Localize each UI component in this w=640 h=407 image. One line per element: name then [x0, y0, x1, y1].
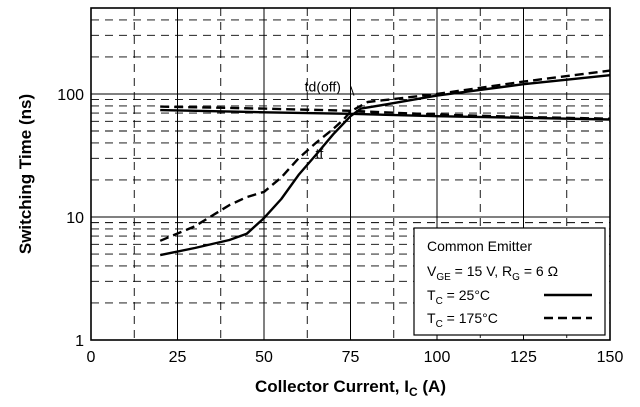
- x-tick-label: 125: [510, 349, 537, 366]
- legend-conditions: VGE = 15 V, RG = 6 Ω: [427, 263, 558, 283]
- x-axis-title: Collector Current, IC (A): [255, 377, 446, 399]
- y-tick-label: 10: [66, 210, 84, 227]
- plot-frame: [90, 7, 611, 341]
- x-tick-label: 100: [424, 349, 451, 366]
- annotation-leader: [350, 86, 355, 96]
- x-tick-label: 75: [342, 349, 360, 366]
- annotation-tdoff: td(off): [305, 78, 341, 94]
- y-axis-title: Switching Time (ns): [16, 94, 35, 254]
- annotation-tf: tf: [315, 145, 323, 161]
- series-group: [159, 69, 611, 257]
- legend-entries: TC = 25°C TC = 175°C: [427, 287, 592, 330]
- legend: Common Emitter VGE = 15 V, RG = 6 Ω TC =…: [413, 227, 606, 336]
- y-tick-label: 1: [75, 333, 84, 350]
- x-tick-label: 0: [87, 349, 96, 366]
- series-line-tf-25C: [159, 74, 611, 257]
- x-tick-label: 25: [169, 349, 187, 366]
- x-tick-label: 150: [597, 349, 624, 366]
- y-tick-label: 100: [57, 87, 84, 104]
- legend-title: Common Emitter: [427, 238, 532, 254]
- legend-entry-label: TC = 175°C: [427, 310, 498, 330]
- x-tick-label: 50: [255, 349, 273, 366]
- annotations: td(off) tf: [305, 78, 355, 161]
- legend-entry-label: TC = 25°C: [427, 287, 490, 307]
- grid: [91, 8, 610, 340]
- series-line-tf-175C: [159, 69, 611, 242]
- series-line-tdoff-175C: [160, 105, 611, 120]
- series-line-tdoff-25C: [160, 108, 611, 121]
- tick-labels: 0 25 50 75 100 125 150 1 10 100: [57, 87, 623, 366]
